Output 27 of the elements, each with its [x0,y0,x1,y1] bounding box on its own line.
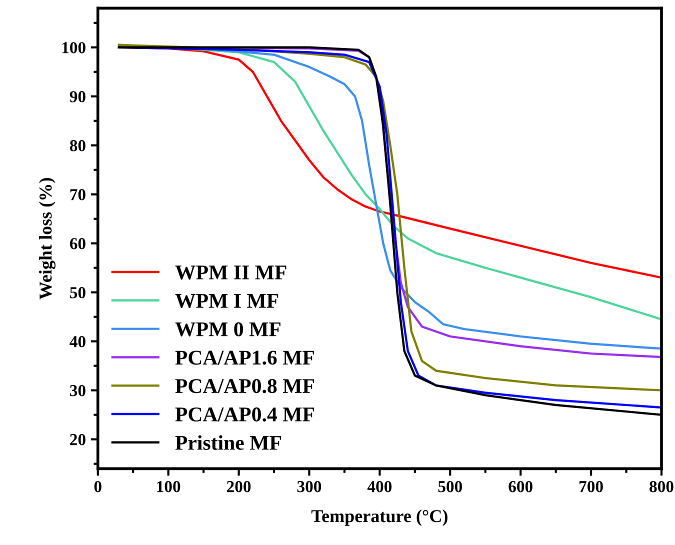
legend-label: PCA/AP0.8 MF [175,379,314,394]
legend-label: WPM 0 MF [175,322,280,336]
x-tick-label: 300 [297,480,322,492]
legend-label: PCA/AP0.4 MF [175,407,314,422]
legend-label: WPM I MF [175,294,278,308]
y-tick-label: 100 [62,42,86,54]
y-tick-label: 30 [70,385,86,396]
y-tick-label: 90 [70,91,86,102]
x-tick-label: 500 [438,480,462,492]
x-axis-title: Temperature (°C) [311,510,448,526]
x-tick-label: 800 [650,480,674,492]
y-tick-label: 50 [70,287,86,298]
legend-label: WPM II MF [175,266,286,280]
x-tick-label: 200 [226,480,251,492]
y-tick-label: 60 [70,238,86,250]
x-tick-label: 400 [367,480,392,492]
legend-label: Pristine MF [175,435,281,450]
x-tick-label: 100 [157,480,180,492]
y-tick-label: 40 [70,336,86,348]
y-tick-label: 70 [70,189,86,200]
x-tick-label: 700 [580,480,603,492]
legend-label: PCA/AP1.6 MF [175,350,314,365]
x-tick-label: 600 [508,480,532,492]
y-tick-label: 80 [70,140,86,152]
y-tick-label: 20 [70,434,86,446]
x-tick-label: 0 [94,480,102,492]
y-axis-title: Weight loss (%) [39,178,56,300]
